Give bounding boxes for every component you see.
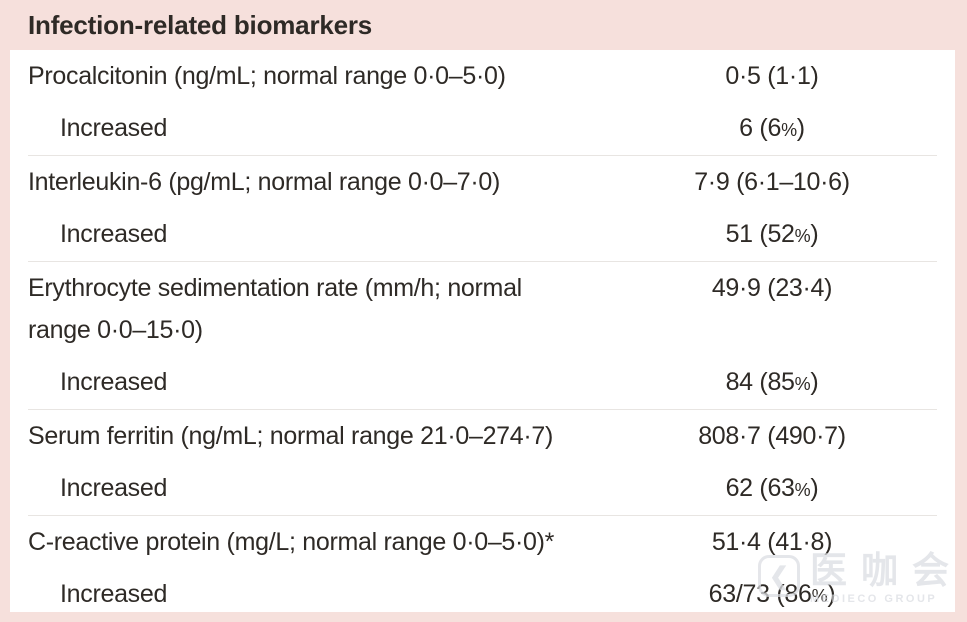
row-label: Procalcitonin (ng/mL; normal range 0·0–5… [28,62,506,90]
row-label: Erythrocyte sedimentation rate (mm/h; no… [28,274,522,344]
table-row: C-reactive protein (mg/L; normal range 0… [28,516,937,568]
row-label: Increased [60,474,168,502]
row-label: Increased [60,580,168,608]
table-row: Erythrocyte sedimentation rate (mm/h; no… [28,262,937,356]
row-value: 63/73 (86%) [708,580,836,608]
table-row: Interleukin-6 (pg/mL; normal range 0·0–7… [28,156,937,208]
row-label: Increased [60,368,168,396]
row-label: Increased [60,220,168,248]
table-row: Procalcitonin (ng/mL; normal range 0·0–5… [28,50,937,102]
row-value: 51 (52%) [725,220,819,248]
row-value: 7·9 (6·1–10·6) [694,168,850,196]
row-label: Serum ferritin (ng/mL; normal range 21·0… [28,422,554,450]
row-value: 49·9 (23·4) [711,274,833,302]
row-value: 51·4 (41·8) [711,528,833,556]
table-row: Increased 62 (63%) [28,462,937,516]
row-value: 6 (6%) [739,114,805,142]
table-row: Increased 84 (85%) [28,356,937,410]
table-row: Serum ferritin (ng/mL; normal range 21·0… [28,410,937,462]
table-row: Increased 63/73 (86%) [28,568,937,622]
table-section-header: Infection-related biomarkers [28,9,373,40]
row-value: 84 (85%) [725,368,819,396]
row-label: Interleukin-6 (pg/mL; normal range 0·0–7… [28,168,501,196]
row-label: Increased [60,114,168,142]
row-value: 808·7 (490·7) [698,422,846,450]
table-row: Increased 6 (6%) [28,102,937,156]
row-value: 0·5 (1·1) [725,62,819,90]
table-row: Increased 51 (52%) [28,208,937,262]
row-label: C-reactive protein (mg/L; normal range 0… [28,528,555,556]
row-value: 62 (63%) [725,474,819,502]
table-body-panel: Procalcitonin (ng/mL; normal range 0·0–5… [10,50,955,612]
